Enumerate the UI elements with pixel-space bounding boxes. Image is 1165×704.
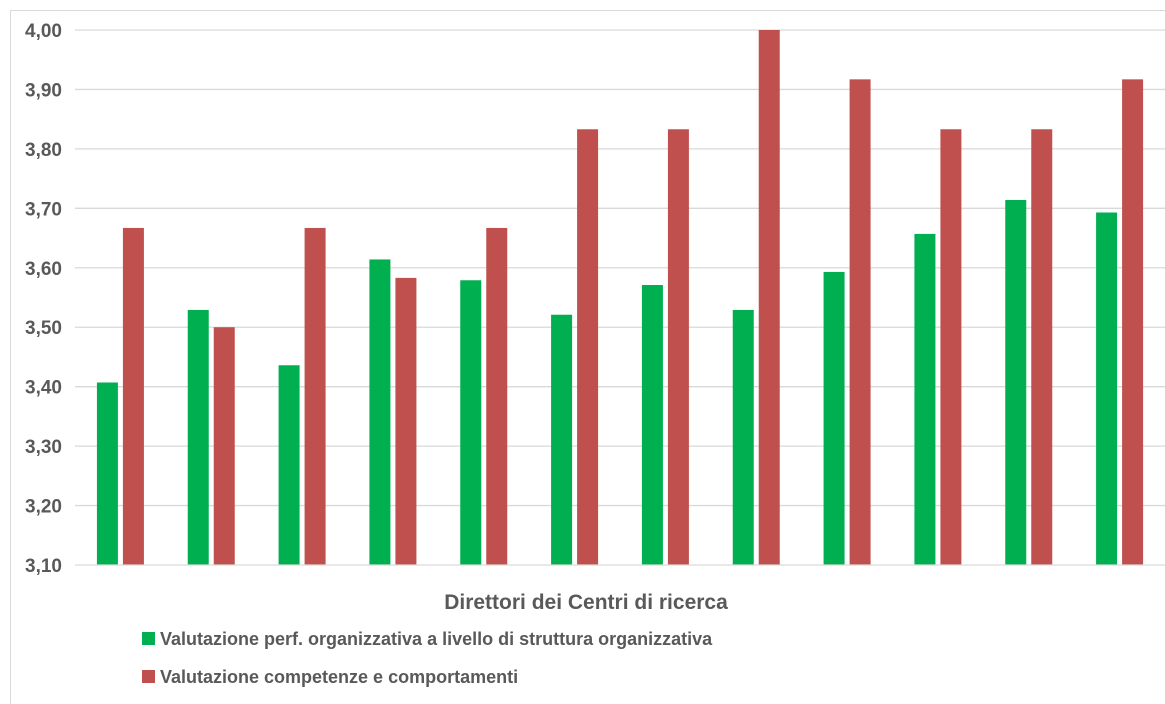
bar-series-2-cat-2 (213, 327, 235, 565)
y-tick-label: 3,70 (25, 199, 62, 220)
bar-series-1-cat-5 (460, 280, 482, 565)
legend-swatch (142, 670, 155, 683)
bar-series-1-cat-4 (369, 259, 391, 565)
bar-series-2-cat-5 (486, 227, 508, 565)
y-tick-label: 3,50 (25, 318, 62, 339)
bar-series-1-cat-9 (823, 271, 845, 565)
y-tick-label: 3,10 (25, 556, 62, 577)
bar-series-2-cat-8 (758, 30, 780, 565)
bar-series-1-cat-10 (914, 233, 936, 565)
bar-series-2-cat-3 (304, 227, 326, 565)
bar-series-2-cat-11 (1031, 129, 1053, 565)
bar-series-2-cat-4 (395, 277, 417, 565)
y-tick-label: 3,80 (25, 140, 62, 161)
y-tick-label: 3,30 (25, 437, 62, 458)
gridlines (75, 29, 1165, 507)
y-axis-ticks: 3,10 3,20 3,30 3,40 3,50 3,60 3,70 3,80 3,90 4,00 (25, 21, 62, 577)
bar-series-1-cat-11 (1005, 200, 1027, 565)
bar-series-2-cat-9 (849, 79, 871, 565)
bar-series-2-cat-1 (122, 227, 144, 565)
bars (96, 30, 1144, 565)
chart-frame (10, 10, 1165, 704)
legend-label: Valutazione perf. organizzativa a livell… (160, 629, 713, 649)
bar-series-2-cat-10 (940, 129, 962, 565)
bar-series-1-cat-7 (641, 285, 663, 565)
x-axis-label: Direttori dei Centri di ricerca (444, 591, 728, 614)
bar-series-1-cat-2 (187, 309, 209, 565)
bar-series-1-cat-1 (96, 382, 118, 565)
y-tick-label: 3,90 (25, 80, 62, 101)
y-tick-label: 3,20 (25, 497, 62, 518)
y-tick-label: 3,40 (25, 378, 62, 399)
bar-series-1-cat-6 (551, 314, 573, 565)
bar-series-1-cat-8 (732, 309, 754, 565)
legend-label: Valutazione competenze e comportamenti (160, 667, 518, 687)
y-tick-label: 4,00 (25, 21, 62, 42)
legend-swatch (142, 632, 155, 645)
bar-series-1-cat-12 (1096, 212, 1118, 565)
bar-series-2-cat-6 (577, 129, 599, 565)
y-tick-label: 3,60 (25, 259, 62, 280)
legend: Valutazione perf. organizzativa a livell… (142, 629, 713, 687)
bar-series-1-cat-3 (278, 365, 300, 565)
bar-series-2-cat-7 (667, 129, 689, 565)
bar-series-2-cat-12 (1122, 79, 1144, 565)
